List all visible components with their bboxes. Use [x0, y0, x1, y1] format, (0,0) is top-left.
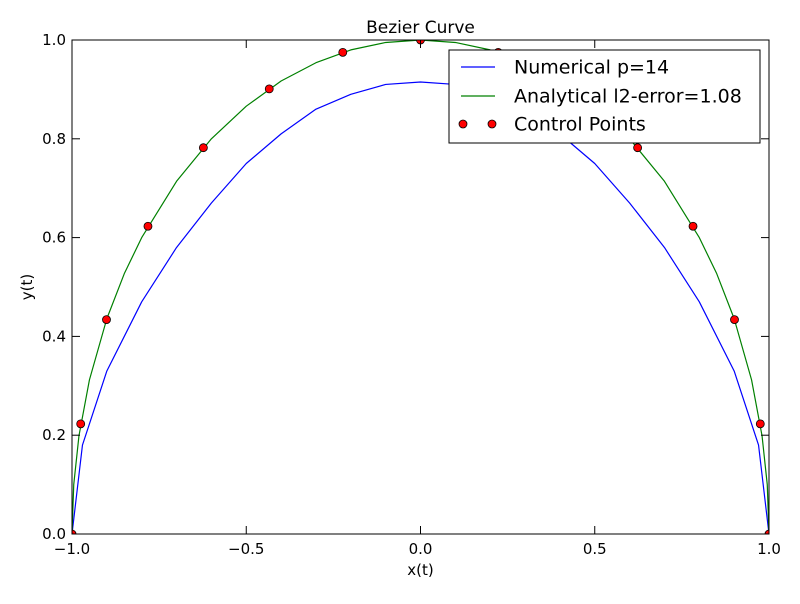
- y-tick-label: 0.0: [42, 525, 66, 543]
- legend-label-control-points: Control Points: [514, 114, 646, 136]
- legend-label-numerical: Numerical p=14: [514, 57, 669, 79]
- legend-box: [448, 49, 761, 144]
- control-point-marker: [633, 143, 643, 153]
- legend: Numerical p=14 Analytical l2-error=1.08 …: [448, 49, 761, 144]
- series-line-numerical: [72, 81, 769, 534]
- x-tick-label: −1.0: [54, 540, 90, 558]
- series-line-analytical: [72, 40, 769, 534]
- control-point-marker: [264, 84, 274, 94]
- control-point-marker: [730, 315, 739, 325]
- control-point-marker: [76, 419, 86, 429]
- y-tick-label: 0.4: [42, 327, 66, 345]
- legend-marker-control-point: [458, 119, 468, 129]
- legend-entry-numerical: Numerical p=14: [461, 57, 669, 79]
- legend-marker-control-point: [487, 119, 497, 129]
- y-axis-label: y(t): [18, 274, 36, 300]
- chart-title: Bezier Curve: [366, 18, 475, 38]
- control-point-marker: [72, 529, 77, 534]
- control-point-marker: [338, 47, 348, 57]
- y-tick-label: 0.8: [42, 130, 66, 148]
- control-point-marker: [102, 315, 111, 325]
- tick-layer: −1.0 −0.5 0.0 0.5 1.0 0.0 0.2 0.4 0.6 0.8 1.0: [42, 31, 781, 558]
- control-point-marker: [688, 221, 698, 231]
- y-tick-label: 0.2: [42, 426, 66, 444]
- x-tick-label: −0.5: [228, 540, 264, 558]
- x-tick-label: 0.0: [409, 540, 433, 558]
- y-tick-label: 0.6: [42, 229, 66, 247]
- x-tick-label: 1.0: [757, 540, 781, 558]
- control-point-marker: [755, 419, 765, 429]
- y-tick-label: 1.0: [42, 31, 66, 49]
- legend-entry-control-points: Control Points: [458, 114, 646, 136]
- control-point-marker: [198, 143, 208, 153]
- legend-entry-analytical: Analytical l2-error=1.08: [461, 86, 742, 108]
- x-axis-label: x(t): [407, 561, 433, 579]
- control-point-marker: [143, 221, 153, 231]
- control-point-marker: [764, 529, 769, 534]
- x-tick-label: 0.5: [583, 540, 607, 558]
- legend-label-analytical: Analytical l2-error=1.08: [514, 86, 742, 108]
